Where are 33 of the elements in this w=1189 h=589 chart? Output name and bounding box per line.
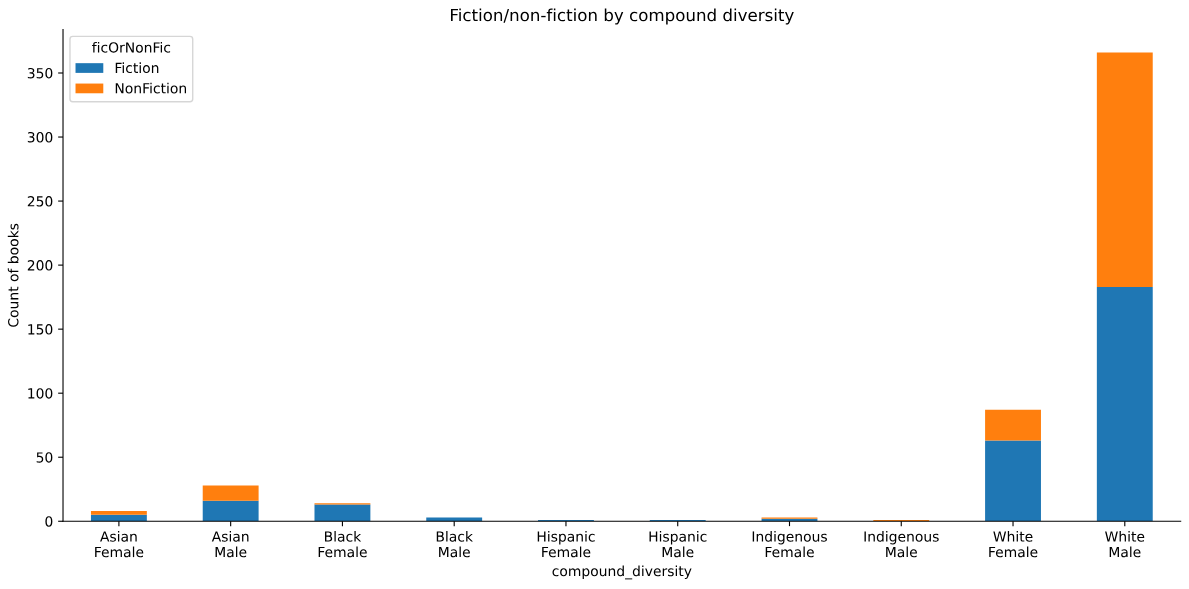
y-tick-label: 250 [27, 196, 53, 207]
bar [314, 504, 371, 522]
legend-label: Fiction [115, 62, 159, 74]
y-tick-label: 150 [28, 324, 53, 335]
bar [202, 500, 259, 522]
y-tick-label: 100 [28, 388, 53, 399]
bar [1096, 52, 1153, 287]
x-tick-label: Indigenous Female [752, 530, 827, 558]
x-tick-label: White Male [1105, 530, 1145, 558]
y-tick-label: 200 [27, 260, 53, 271]
x-tick-label: Black Male [436, 530, 473, 558]
y-axis-title: Count of books [7, 223, 19, 327]
x-tick-label: White Female [989, 530, 1038, 558]
y-tick-label: 300 [27, 132, 53, 143]
y-tick-label: 350 [27, 67, 53, 79]
x-axis-title: compound_diversity [552, 565, 692, 580]
legend-label: NonFiction [115, 82, 186, 94]
x-tick-label: Asian Male [211, 530, 249, 558]
bar [202, 485, 259, 501]
bar [90, 514, 147, 522]
bar [1096, 286, 1153, 522]
legend-title: ficOrNonFic [92, 41, 171, 53]
x-tick-label: Indigenous Male [864, 530, 939, 558]
bar [985, 440, 1041, 522]
y-tick-label: 50 [36, 452, 53, 463]
y-tick-label: 0 [45, 516, 53, 527]
x-tick-label: Asian Female [95, 530, 144, 558]
bar [426, 517, 483, 522]
bar [90, 511, 147, 515]
chart-title: Fiction/non-fiction by compound diversity [451, 8, 794, 25]
bar [985, 409, 1041, 441]
x-tick-label: Black Female [318, 530, 367, 558]
x-tick-label: Hispanic Male [649, 530, 707, 558]
